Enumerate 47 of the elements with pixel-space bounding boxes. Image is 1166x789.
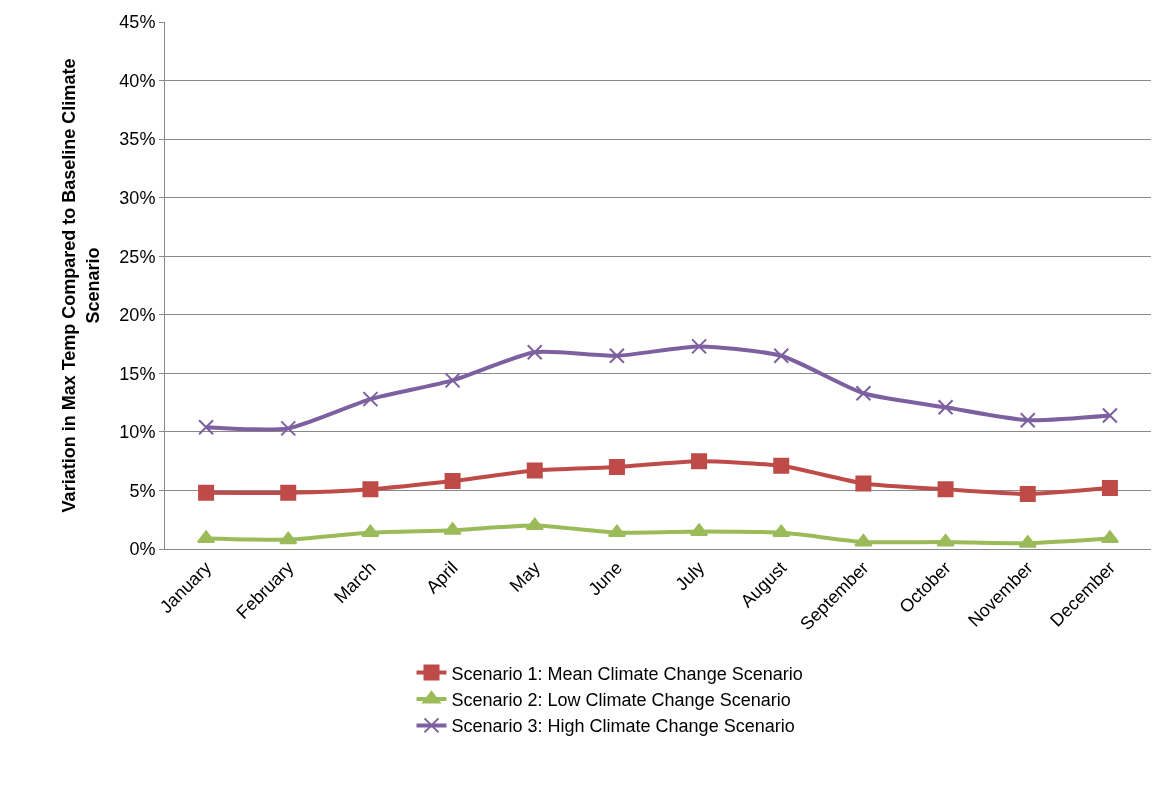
legend-label: Scenario 2: Low Climate Change Scenario bbox=[451, 690, 791, 711]
x-tick-label: July bbox=[671, 557, 709, 595]
point bbox=[772, 524, 791, 538]
point bbox=[855, 475, 872, 492]
point bbox=[279, 531, 298, 545]
point bbox=[1019, 412, 1036, 429]
point bbox=[526, 344, 543, 361]
point bbox=[1101, 407, 1118, 424]
point bbox=[607, 524, 626, 538]
point bbox=[525, 517, 544, 531]
y-tick-label: 5% bbox=[129, 480, 156, 501]
point bbox=[691, 338, 708, 355]
y-tick-label: 30% bbox=[119, 187, 156, 208]
y-tick-label: 20% bbox=[119, 305, 156, 326]
point bbox=[608, 459, 625, 476]
point bbox=[362, 481, 379, 498]
point bbox=[937, 399, 954, 416]
legend-label: Scenario 3: High Climate Change Scenario bbox=[451, 716, 795, 737]
y-axis-title: Variation in Max Temp Compared to Baseline Climate Scenario bbox=[59, 58, 103, 513]
y-tick-label: 40% bbox=[119, 70, 156, 91]
point bbox=[198, 419, 215, 436]
point bbox=[280, 484, 297, 501]
y-tick-label: 15% bbox=[119, 363, 156, 384]
point bbox=[773, 457, 790, 474]
y-tick-label: 45% bbox=[119, 12, 156, 33]
y-tick-label: 10% bbox=[119, 422, 156, 443]
legend-label: Scenario 1: Mean Climate Change Scenario bbox=[451, 663, 803, 684]
point bbox=[937, 481, 954, 498]
point bbox=[526, 462, 543, 479]
point bbox=[361, 524, 380, 538]
point bbox=[773, 347, 790, 364]
point bbox=[691, 453, 708, 470]
y-tick-label: 25% bbox=[119, 246, 156, 267]
point bbox=[1019, 485, 1036, 502]
x-tick-label: May bbox=[505, 557, 544, 596]
point bbox=[444, 473, 461, 490]
y-tick-label: 0% bbox=[129, 539, 156, 560]
point bbox=[854, 533, 873, 547]
point bbox=[280, 420, 297, 437]
point bbox=[608, 347, 625, 364]
point bbox=[444, 372, 461, 389]
point bbox=[936, 533, 955, 547]
point bbox=[362, 391, 379, 408]
point bbox=[198, 484, 215, 501]
y-tick-label: 35% bbox=[119, 129, 156, 150]
point bbox=[855, 385, 872, 402]
point bbox=[1101, 480, 1118, 497]
